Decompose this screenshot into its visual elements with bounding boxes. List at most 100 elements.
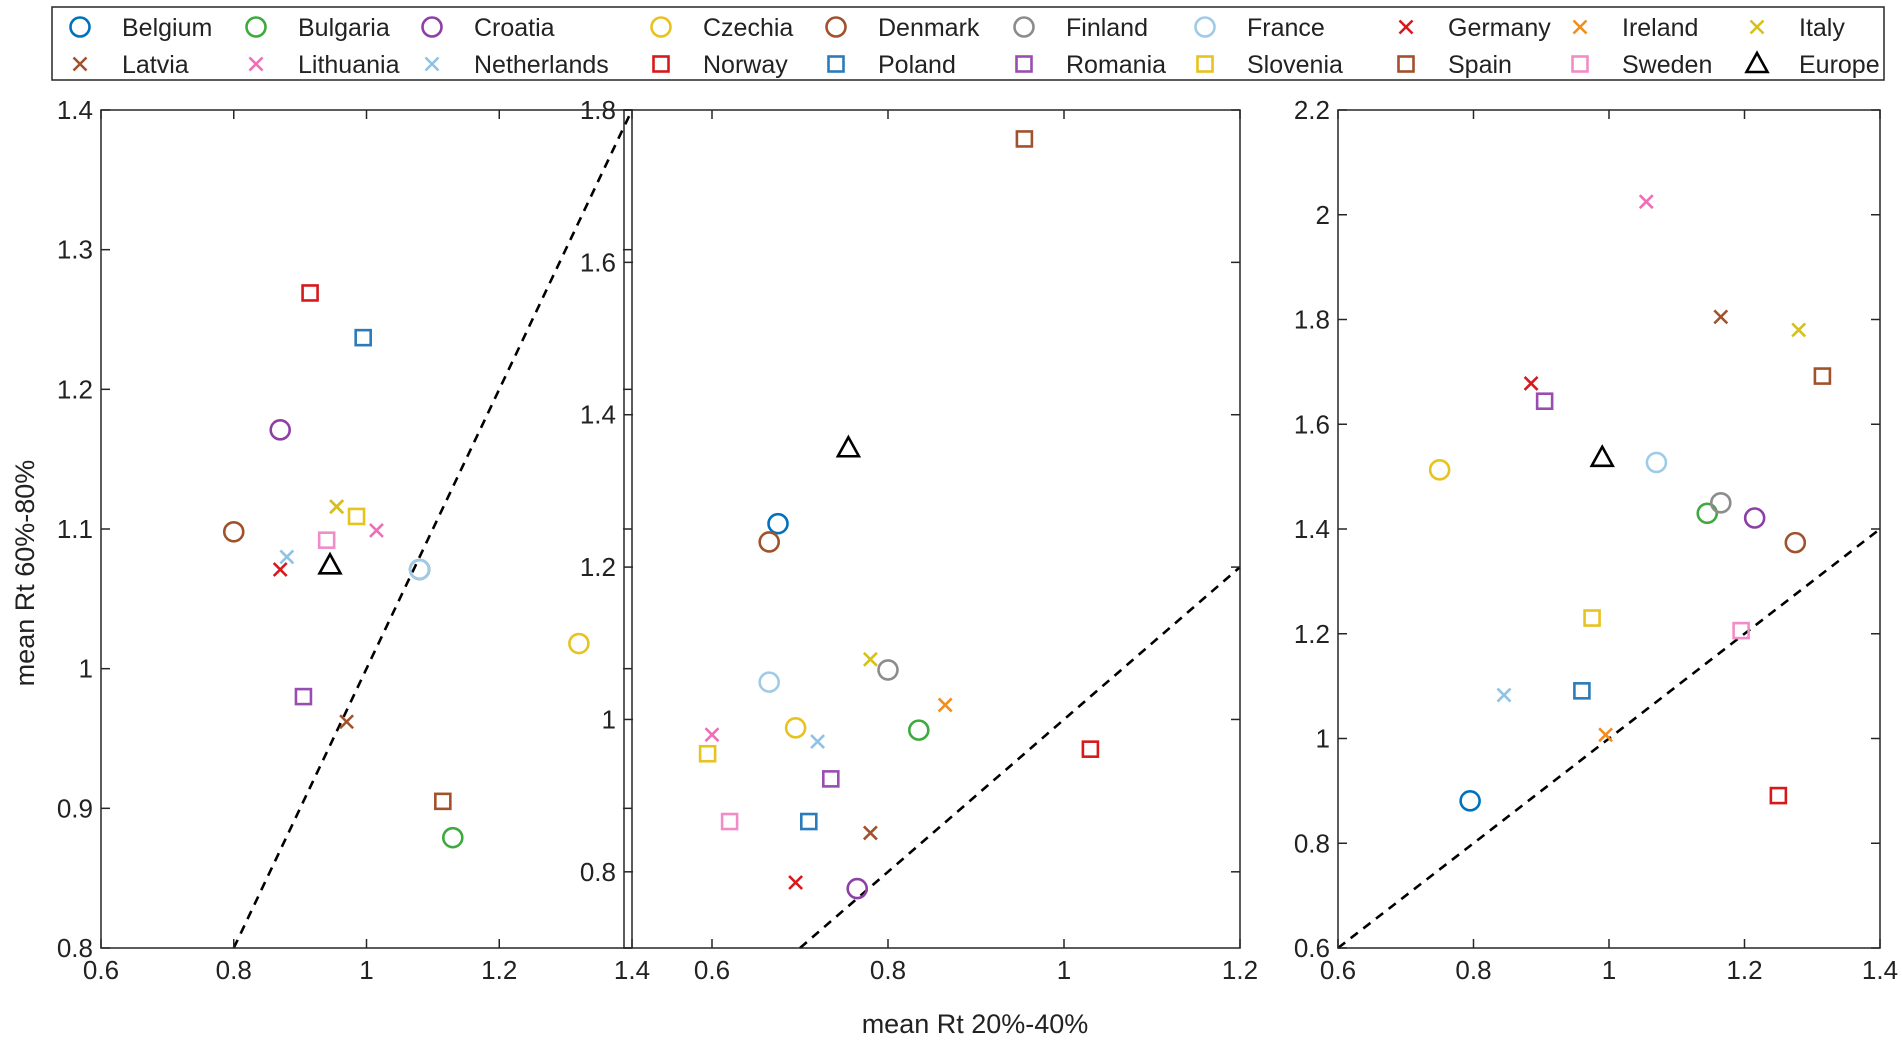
point-ireland bbox=[1598, 727, 1614, 743]
point-latvia bbox=[339, 714, 355, 730]
point-czechia bbox=[568, 632, 590, 655]
legend-label-netherlands: Netherlands bbox=[474, 51, 609, 79]
point-slovenia bbox=[1583, 609, 1601, 627]
legend-label-sweden: Sweden bbox=[1622, 51, 1712, 79]
legend-label-bulgaria: Bulgaria bbox=[298, 14, 390, 42]
point-denmark bbox=[758, 531, 781, 553]
x-axis-label: mean Rt 20%-40% bbox=[862, 1009, 1089, 1039]
legend-label-germany: Germany bbox=[1448, 14, 1551, 42]
diagonal-reference-line bbox=[799, 566, 1241, 949]
point-denmark bbox=[222, 520, 245, 543]
point-latvia bbox=[862, 825, 878, 841]
x-tick-label: 1.2 bbox=[1726, 955, 1762, 985]
legend-label-czechia: Czechia bbox=[703, 14, 793, 42]
legend-label-belgium: Belgium bbox=[122, 14, 212, 42]
axes-box bbox=[623, 109, 1241, 949]
y-tick-label: 0.9 bbox=[57, 793, 93, 823]
legend-marker-belgium bbox=[69, 16, 91, 38]
point-croatia bbox=[1743, 507, 1766, 529]
point-lithuania bbox=[369, 522, 384, 538]
point-slovenia bbox=[347, 507, 366, 526]
legend-marker-poland bbox=[827, 55, 845, 73]
legend: Belgium Bulgaria Croatia Czechia Denmark Finl… bbox=[51, 6, 1885, 81]
y-tick-label: 1.6 bbox=[1294, 409, 1330, 439]
x-tick-label: 1.2 bbox=[481, 955, 517, 985]
legend-label-norway: Norway bbox=[703, 51, 788, 79]
point-italy bbox=[1791, 322, 1807, 338]
legend-box bbox=[51, 6, 1885, 81]
point-croatia bbox=[269, 419, 292, 441]
point-lithuania bbox=[704, 727, 720, 743]
x-tick-label: 1.4 bbox=[1862, 955, 1898, 985]
point-europe bbox=[1589, 444, 1615, 468]
y-tick-label: 0.8 bbox=[580, 857, 616, 887]
point-croatia bbox=[846, 877, 869, 900]
y-axis-label: mean Rt 60%-80% bbox=[10, 460, 40, 687]
point-spain bbox=[1015, 130, 1034, 148]
x-tick-label: 1 bbox=[1057, 955, 1071, 985]
point-sweden bbox=[317, 531, 336, 549]
y-tick-label: 1.4 bbox=[1294, 514, 1330, 544]
y-tick-label: 1.2 bbox=[580, 552, 616, 582]
legend-marker-italy bbox=[1749, 19, 1765, 35]
point-denmark bbox=[1784, 531, 1807, 554]
legend-label-slovenia: Slovenia bbox=[1247, 51, 1343, 79]
legend-marker-croatia bbox=[421, 16, 443, 38]
legend-marker-norway bbox=[652, 55, 670, 73]
panel-middle: 0.6 0.8 1 1.2 0.8 1 1.2 1.4 1.6 1.8 bbox=[580, 95, 1258, 985]
legend-label-denmark: Denmark bbox=[878, 14, 980, 42]
y-tick-label: 2.2 bbox=[1294, 95, 1330, 125]
legend-marker-france bbox=[1194, 16, 1216, 38]
legend-marker-czechia bbox=[650, 16, 672, 38]
legend-marker-latvia bbox=[72, 56, 88, 72]
point-finland bbox=[877, 659, 899, 681]
point-poland bbox=[354, 328, 372, 347]
x-tick-label: 1.4 bbox=[614, 955, 650, 985]
point-sweden bbox=[1732, 621, 1750, 640]
y-tick-label: 1.2 bbox=[1294, 619, 1330, 649]
legend-marker-denmark bbox=[825, 16, 847, 38]
point-lithuania bbox=[1638, 194, 1654, 210]
legend-label-finland: Finland bbox=[1066, 14, 1148, 42]
legend-marker-ireland bbox=[1572, 19, 1588, 35]
diagonal-reference-line bbox=[232, 109, 634, 949]
y-tick-label: 1.2 bbox=[57, 374, 93, 404]
legend-label-france: France bbox=[1247, 14, 1325, 42]
point-romania bbox=[294, 687, 313, 706]
legend-marker-finland bbox=[1013, 16, 1035, 38]
x-tick-label: 0.8 bbox=[870, 955, 906, 985]
point-europe bbox=[835, 434, 862, 458]
point-germany bbox=[788, 875, 804, 890]
point-belgium bbox=[1459, 790, 1481, 812]
point-europe bbox=[317, 551, 343, 575]
x-tick-label: 0.8 bbox=[1455, 955, 1491, 985]
legend-label-ireland: Ireland bbox=[1622, 14, 1698, 42]
legend-marker-spain bbox=[1397, 55, 1415, 73]
point-netherlands bbox=[810, 734, 826, 749]
legend-label-romania: Romania bbox=[1066, 51, 1166, 79]
point-slovenia bbox=[698, 744, 717, 763]
y-tick-label: 0.6 bbox=[1294, 933, 1330, 963]
y-tick-label: 2 bbox=[1316, 200, 1330, 230]
y-tick-label: 1.3 bbox=[57, 235, 93, 265]
legend-label-italy: Italy bbox=[1799, 14, 1845, 42]
point-norway bbox=[1769, 786, 1788, 805]
x-tick-label: 1 bbox=[359, 955, 373, 985]
x-tick-label: 0.8 bbox=[216, 955, 252, 985]
point-belgium bbox=[767, 512, 789, 535]
y-tick-label: 1.4 bbox=[57, 95, 93, 125]
point-france bbox=[408, 558, 431, 581]
point-france bbox=[758, 671, 781, 693]
y-tick-label: 0.8 bbox=[1294, 828, 1330, 858]
point-norway bbox=[301, 284, 319, 302]
point-norway bbox=[1081, 740, 1100, 758]
point-spain bbox=[434, 792, 452, 811]
y-tick-label: 1.6 bbox=[580, 247, 616, 277]
legend-label-croatia: Croatia bbox=[474, 14, 555, 42]
legend-marker-germany bbox=[1398, 19, 1414, 35]
point-netherlands bbox=[1496, 687, 1512, 703]
y-tick-label: 0.8 bbox=[57, 933, 93, 963]
point-poland bbox=[1573, 682, 1591, 700]
point-romania bbox=[821, 770, 840, 788]
y-tick-label: 1.1 bbox=[57, 514, 93, 544]
